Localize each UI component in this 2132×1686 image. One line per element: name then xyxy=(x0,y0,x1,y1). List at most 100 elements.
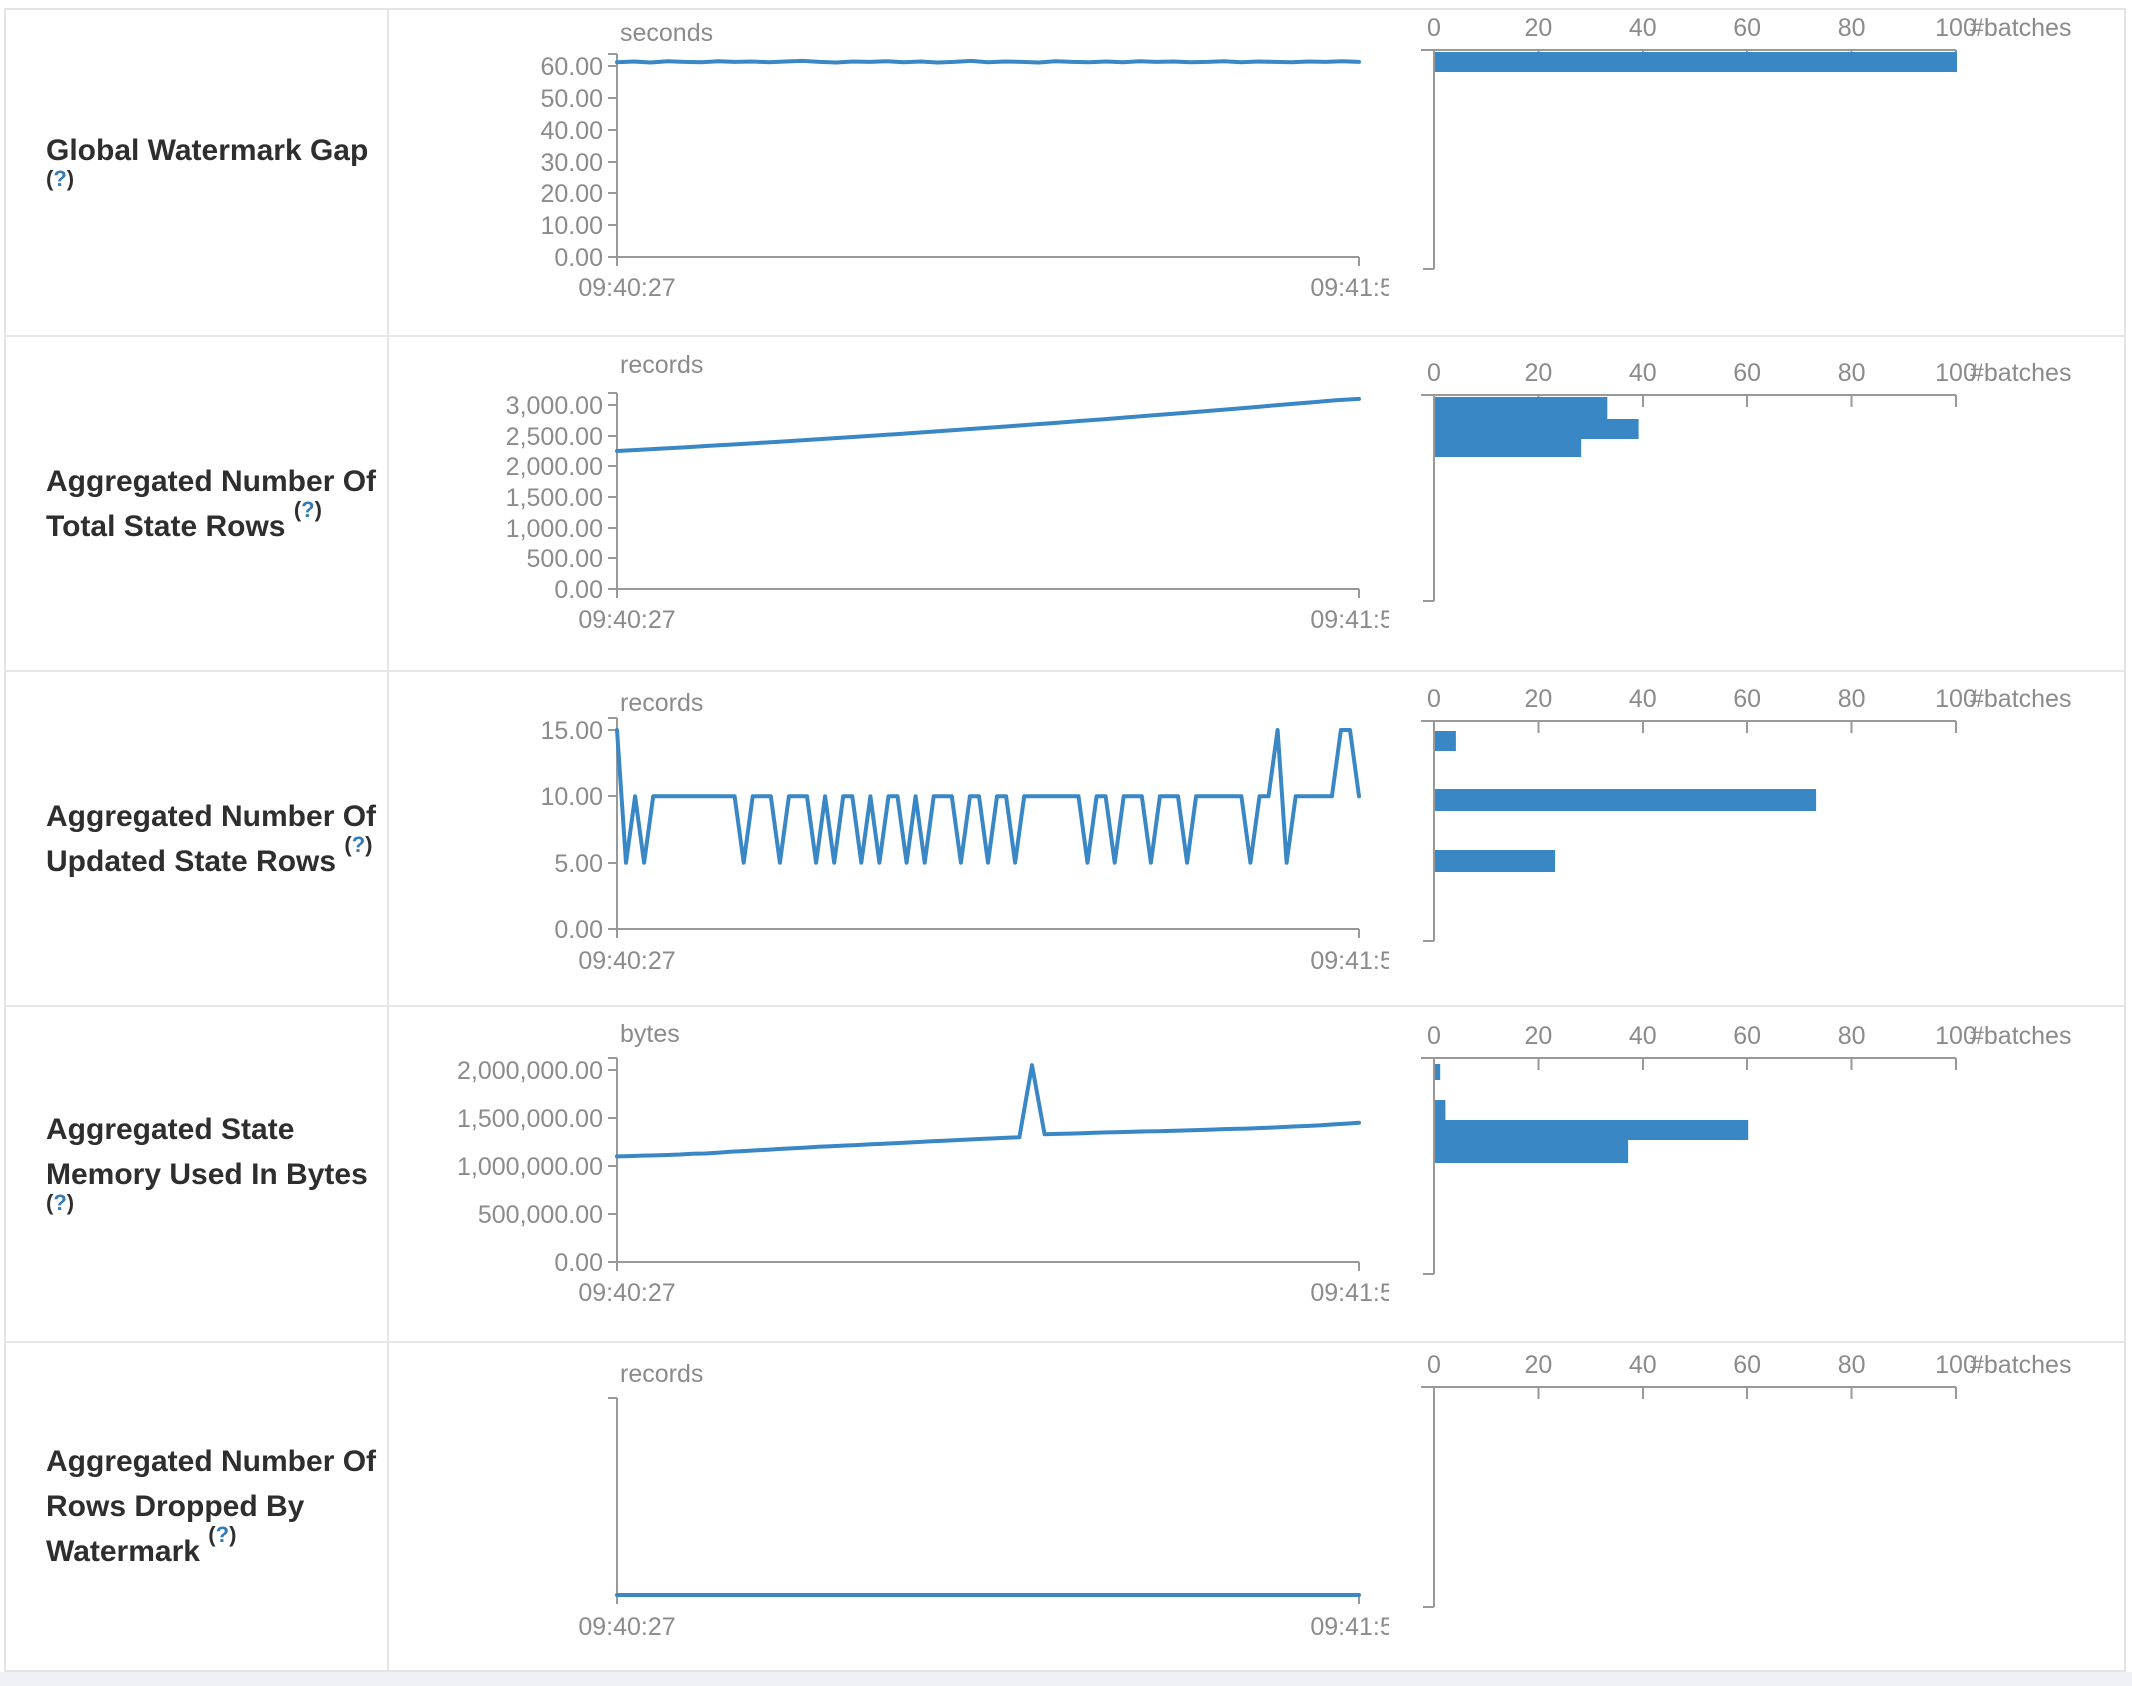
timeline-y-tick-label: 1,000,000.00 xyxy=(457,1153,603,1181)
histogram-batches-label: #batches xyxy=(1970,1351,2071,1379)
histogram-chart-aggregated-state-memory-used-in-bytes: 0 20 40 60 80 100#batches xyxy=(1421,1022,2071,1275)
timeline-y-tick-label: 500.00 xyxy=(527,545,603,573)
histogram-x-tick-label: 80 xyxy=(1838,1351,1866,1379)
histogram-bar xyxy=(1435,789,1817,811)
histogram-bar xyxy=(1435,419,1639,439)
histogram-x-tick-label: 80 xyxy=(1838,14,1866,42)
timeline-x-end-label: 09:41:56 xyxy=(1310,1279,1389,1307)
histogram-x-tick-label: 60 xyxy=(1733,14,1761,42)
timeline-chart-aggregated-state-memory-used-in-bytes: bytes 2,000,000.00 1,500,000.00 1,000,000.0… xyxy=(457,1020,1389,1307)
histogram-x-tick-label: 60 xyxy=(1733,359,1761,387)
metric-title: Aggregated Number Of Rows Dropped By Wat… xyxy=(46,1445,377,1568)
histogram-x-tick-label: 40 xyxy=(1629,359,1657,387)
metric-label-cell: Aggregated Number Of Total State Rows (?… xyxy=(6,337,389,670)
timeline-y-tick-label: 2,500.00 xyxy=(506,423,603,451)
help-question-link[interactable]: ? xyxy=(351,831,366,857)
help-question-link[interactable]: ? xyxy=(53,165,67,191)
histogram-bar xyxy=(1435,439,1582,457)
histogram-x-tick-label: 100 xyxy=(1935,1022,1977,1050)
histogram-x-tick-label: 60 xyxy=(1733,685,1761,713)
histogram-bar xyxy=(1435,52,1957,72)
metric-title: Global Watermark Gap (?) xyxy=(46,133,369,191)
histogram-x-tick-label: 20 xyxy=(1524,359,1552,387)
histogram-x-tick-label: 100 xyxy=(1935,1351,1977,1379)
timeline-y-tick-label: 20.00 xyxy=(540,180,603,208)
timeline-y-tick-label: 1,500,000.00 xyxy=(457,1105,603,1133)
histogram-chart-aggregated-number-of-total-state-rows: 0 20 40 60 80 100#batches xyxy=(1421,359,2071,602)
histogram-batches-label: #batches xyxy=(1970,1022,2071,1050)
histogram-bar xyxy=(1435,850,1556,872)
histogram-x-tick-label: 80 xyxy=(1838,359,1866,387)
histogram-x-tick-label: 20 xyxy=(1524,685,1552,713)
histogram-x-tick-label: 0 xyxy=(1427,1351,1441,1379)
page-footer-strip xyxy=(0,1672,2132,1686)
timeline-y-tick-label: 500,000.00 xyxy=(478,1201,603,1229)
histogram-bar xyxy=(1435,1120,1749,1140)
timeline-y-tick-label: 0.00 xyxy=(554,244,603,272)
help-question-link[interactable]: ? xyxy=(301,496,315,522)
timeline-x-start-label: 09:40:27 xyxy=(578,606,675,634)
metric-row-aggregated-number-of-updated-state-rows: Aggregated Number Of Updated State Rows … xyxy=(6,670,2124,1005)
histogram-x-tick-label: 20 xyxy=(1524,1022,1552,1050)
timeline-y-tick-label: 0.00 xyxy=(554,916,603,944)
timeline-y-tick-label: 10.00 xyxy=(540,783,603,811)
timeline-y-tick-label: 0.00 xyxy=(554,576,603,604)
metric-label-cell: Aggregated Number Of Rows Dropped By Wat… xyxy=(6,1343,389,1670)
timeline-y-tick-label: 10.00 xyxy=(540,212,603,240)
timeline-y-tick-label: 2,000.00 xyxy=(506,453,603,481)
histogram-x-tick-label: 0 xyxy=(1427,685,1441,713)
timeline-y-tick-label: 0.00 xyxy=(554,1249,603,1277)
histogram-x-tick-label: 0 xyxy=(1427,359,1441,387)
timeline-y-tick-label: 5.00 xyxy=(554,850,603,878)
charts-cell: records 15.00 10.00 5.00 0.00 09:40:27 09:41:5… xyxy=(389,672,2124,1005)
histogram-x-tick-label: 40 xyxy=(1629,1351,1657,1379)
timeline-y-tick-label: 3,000.00 xyxy=(506,392,603,420)
histogram-bar xyxy=(1435,1064,1441,1080)
histogram-x-tick-label: 20 xyxy=(1524,1351,1552,1379)
histogram-chart-global-watermark-gap: 0 20 40 60 80 100#batches xyxy=(1421,14,2071,270)
timeline-chart-aggregated-number-of-updated-state-rows: records 15.00 10.00 5.00 0.00 09:40:27 09:41:5… xyxy=(540,689,1389,975)
histogram-x-tick-label: 80 xyxy=(1838,1022,1866,1050)
metric-title: Aggregated Number Of Total State Rows (?… xyxy=(46,464,377,543)
histogram-x-tick-label: 100 xyxy=(1935,14,1977,42)
timeline-y-tick-label: 1,000.00 xyxy=(506,515,603,543)
timeline-y-tick-label: 1,500.00 xyxy=(506,484,603,512)
metric-row-aggregated-number-of-total-state-rows: Aggregated Number Of Total State Rows (?… xyxy=(6,335,2124,670)
help-tooltip: (?) xyxy=(46,165,75,191)
timeline-line xyxy=(615,728,1361,865)
timeline-y-tick-label: 50.00 xyxy=(540,85,603,113)
help-tooltip: (?) xyxy=(293,496,322,522)
histogram-bar xyxy=(1435,397,1608,419)
help-question-link[interactable]: ? xyxy=(215,1522,230,1547)
metric-title: Aggregated State Memory Used In Bytes (?… xyxy=(46,1112,368,1215)
histogram-x-tick-label: 80 xyxy=(1838,685,1866,713)
histogram-x-tick-label: 100 xyxy=(1935,685,1977,713)
histogram-bar xyxy=(1435,1100,1446,1120)
histogram-chart-aggregated-number-of-updated-state-rows: 0 20 40 60 80 100#batches xyxy=(1421,685,2071,942)
histogram-bar xyxy=(1435,1140,1629,1163)
histogram-x-tick-label: 0 xyxy=(1427,1022,1441,1050)
timeline-chart-global-watermark-gap: seconds 60.00 50.00 40.00 30.00 20.00 10.00 0.0… xyxy=(540,19,1389,302)
timeline-x-start-label: 09:40:27 xyxy=(578,947,675,975)
histogram-x-tick-label: 100 xyxy=(1935,359,1977,387)
timeline-x-end-label: 09:41:56 xyxy=(1310,274,1389,302)
timeline-x-end-label: 09:41:56 xyxy=(1310,1613,1389,1641)
histogram-chart-aggregated-number-of-rows-dropped-by-watermark: 0 20 40 60 80 100#batches xyxy=(1421,1351,2071,1608)
timeline-unit-label: seconds xyxy=(620,19,713,47)
timeline-unit-label: bytes xyxy=(620,1020,680,1048)
timeline-line xyxy=(615,1063,1361,1159)
timeline-y-tick-label: 40.00 xyxy=(540,117,603,145)
help-question-link[interactable]: ? xyxy=(53,1189,67,1215)
help-tooltip: (?) xyxy=(46,1189,75,1215)
help-tooltip: (?) xyxy=(344,831,373,857)
timeline-y-tick-label: 30.00 xyxy=(540,149,603,177)
timeline-x-end-label: 09:41:56 xyxy=(1310,947,1389,975)
timeline-unit-label: records xyxy=(620,689,703,717)
metric-label-cell: Aggregated State Memory Used In Bytes (?… xyxy=(6,1007,389,1341)
timeline-x-start-label: 09:40:27 xyxy=(578,1613,675,1641)
timeline-chart-aggregated-number-of-total-state-rows: records 3,000.00 2,500.002,000.00 1,500.00 1… xyxy=(506,351,1389,634)
histogram-batches-label: #batches xyxy=(1970,14,2071,42)
histogram-batches-label: #batches xyxy=(1970,359,2071,387)
histogram-x-tick-label: 40 xyxy=(1629,1022,1657,1050)
timeline-x-start-label: 09:40:27 xyxy=(578,1279,675,1307)
